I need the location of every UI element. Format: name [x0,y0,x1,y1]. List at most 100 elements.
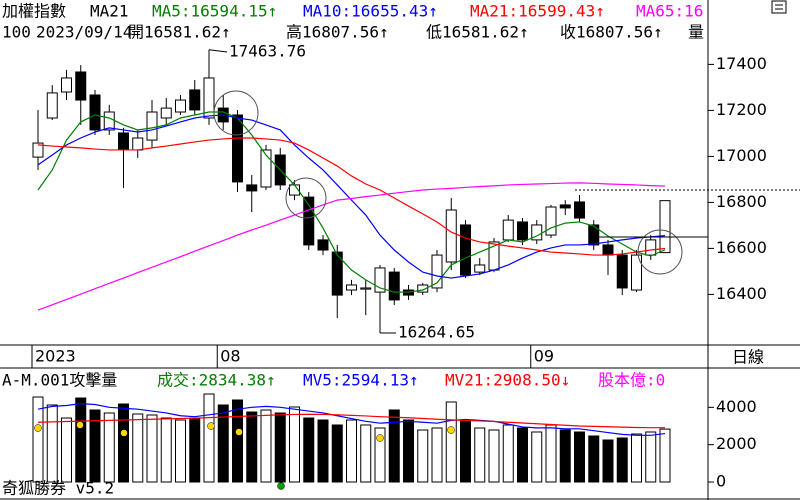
candle-body [189,89,201,111]
candle-body [388,271,400,301]
candle-body [46,92,58,119]
info-text: 量 [688,23,704,42]
ma-line [37,413,666,429]
candle-body [232,114,243,183]
volume-bar [374,427,386,483]
window-button[interactable] [771,0,787,14]
volume-bar [445,401,457,483]
y-tick-label: 16600 [716,238,767,257]
volume-title: A-M.001攻擊量 [2,371,117,390]
ma-line [37,137,666,256]
y-tick-label: 16800 [716,192,767,211]
volume-bar [502,424,514,483]
legend-entry: MA21:16599.43↑ [470,2,605,21]
candle-body [474,264,486,273]
volume-bar [474,427,486,483]
signal-dot [447,426,455,434]
y-tick-label: 0 [716,472,726,491]
legend-entry: MV21:2908.50↓ [445,371,570,390]
legend-entry: MV5:2594.13↑ [303,371,419,390]
volume-bar [317,419,329,483]
candle-body [431,254,443,289]
candle-body [417,284,429,293]
candle-body [103,111,115,131]
y-tick-label: 17000 [716,146,767,165]
volume-bar [160,417,172,483]
candle-body [545,206,557,236]
candle-body [659,200,671,254]
candle-body [616,254,628,289]
volume-bar [146,414,158,483]
info-text: 收16807.56↑ [560,23,663,42]
volume-bar [559,429,571,483]
volume-bar [602,439,614,483]
volume-bar [616,437,628,483]
ma-line [37,114,666,279]
signal-dot [277,482,285,490]
candle-body [602,244,614,256]
volume-bar [203,393,215,483]
candle-body [445,209,457,263]
volume-note: 股本億:0 [598,371,665,390]
volume-bar [303,417,315,483]
volume-bar [531,431,543,483]
signal-dots [34,421,455,490]
chart-title: 加權指數 [2,2,66,21]
volume-bar [631,433,642,483]
candle-body [203,77,215,119]
y-tick-label: 2000 [716,434,757,453]
candle-body [246,184,258,192]
volume-bar [217,404,229,483]
volume-bar [659,428,671,483]
candle-body [374,267,386,293]
volume-bar [260,409,272,483]
info-text: 開16581.62↑ [128,23,231,42]
candle-body [331,251,343,296]
signal-dot [235,428,243,436]
signal-dot [76,421,84,429]
volume-bar [517,427,528,483]
ma-line [37,402,666,436]
volume-bar [403,419,414,483]
candle-body [160,107,172,119]
annotation-leader [208,49,228,53]
info-text: 低16581.62↑ [426,23,529,42]
volume-bar [645,431,657,483]
x-tick-label: 09 [534,347,554,366]
annotation: 17463.76 [229,42,306,61]
highlight-circle [213,90,259,136]
candle-body [118,132,129,151]
volume-bar [61,417,72,483]
signal-dot [120,429,128,437]
volume-bar [588,435,600,483]
info-text: 高16807.56↑ [286,23,389,42]
volume-bar [574,431,585,483]
candle-body [75,71,87,101]
candle-body [574,201,585,219]
volume-bar [460,419,471,483]
signal-dot [207,422,215,430]
volume-bar [175,419,186,483]
volume-panel [32,393,671,483]
volume-bar [417,429,429,483]
legend-entry: MA5:16594.15↑ [152,2,277,21]
candle-body [588,224,600,246]
candle-body [645,239,657,256]
candle-body [502,219,514,241]
candle-body [61,77,72,93]
volume-bar [89,409,101,483]
labels: 加權指數 MA21 A-M.001攻擊量 股本億:0 日線 奇狐勝券 v5.2 … [2,2,764,498]
legend-entry: MA10:16655.43↑ [303,2,438,21]
legend-entry: 成交:2834.38↑ [157,371,276,390]
candle-body [146,111,158,141]
volume-bar [132,413,144,483]
ma-line [37,111,666,293]
y-tick-label: 17400 [716,54,767,73]
volume-bar [189,417,201,483]
volume-bar [46,404,58,483]
volume-bar [103,412,115,483]
candle-body [303,196,315,246]
period: 日線 [732,348,764,367]
candle-body [531,224,543,241]
